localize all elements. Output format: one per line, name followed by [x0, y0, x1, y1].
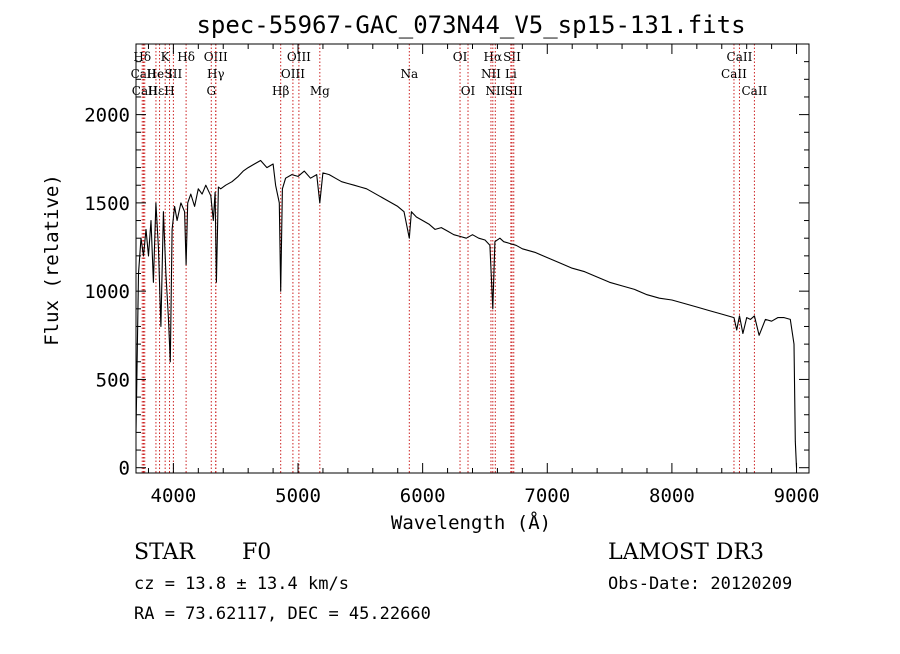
object-subclass: F0: [242, 540, 271, 565]
line-label-2: CaII: [132, 84, 158, 98]
x-axis-label: Wavelength (Å): [391, 511, 551, 534]
y-tick-label-2000: 2000: [84, 105, 130, 127]
line-label-8: Hδ: [177, 50, 195, 64]
line-label-19: Hα: [484, 50, 503, 64]
line-label-1: CaII: [131, 67, 157, 81]
x-tick-label-9000: 9000: [774, 485, 820, 507]
x-tick-label-8000: 8000: [649, 485, 695, 507]
line-label-21: NII: [485, 84, 505, 98]
line-label-10: Hγ: [207, 67, 225, 81]
y-axis-label: Flux (relative): [41, 174, 63, 346]
coordinates-text: RA = 73.62117, DEC = 45.22660: [134, 604, 431, 624]
line-label-20: NII: [481, 67, 501, 81]
axes: 4000 5000 6000 7000 8000 9000 0 500 1000 1500 2000: [84, 43, 820, 507]
chart-title: spec-55967-GAC_073N44_V5_sp15-131.fits: [196, 11, 745, 39]
x-tick-label-4000: 4000: [151, 485, 197, 507]
line-label-15: Mg: [310, 84, 330, 98]
line-label-25: CaII: [727, 50, 753, 64]
line-label-27: CaII: [741, 84, 767, 98]
line-label-14: OIII: [281, 67, 305, 81]
line-label-26: CaII: [721, 67, 747, 81]
object-class: STAR: [134, 540, 196, 565]
redshift-text: cz = 13.8 ± 13.4 km/s: [134, 574, 349, 594]
y-tick-label-1500: 1500: [84, 193, 130, 215]
y-tick-label-0: 0: [119, 458, 130, 480]
y-tick-label-1000: 1000: [84, 281, 130, 303]
survey-name: LAMOST DR3: [608, 540, 764, 565]
x-tick-label-5000: 5000: [275, 485, 321, 507]
line-label-11: G: [206, 84, 216, 98]
line-label-22: SII: [503, 50, 521, 64]
line-label-4: He I: [146, 67, 172, 81]
line-label-16: Na: [400, 67, 418, 81]
line-label-0: Hδ: [133, 50, 151, 64]
line-label-7: H: [164, 84, 174, 98]
line-label-6: SII: [165, 67, 183, 81]
line-label-23: Li: [505, 67, 517, 81]
line-label-5: Hε: [148, 84, 165, 98]
plot-frame: [135, 43, 810, 474]
line-label-12: Hβ: [272, 84, 289, 98]
line-label-3: K: [161, 50, 171, 64]
line-label-18: OI: [461, 84, 476, 98]
y-tick-label-500: 500: [96, 369, 130, 391]
line-label-17: OI: [453, 50, 468, 64]
series-layer: [135, 159, 798, 468]
x-tick-label-6000: 6000: [400, 485, 446, 507]
line-label-24: SII: [505, 84, 523, 98]
line-label-13: OIII: [287, 50, 311, 64]
series-line-flux: [135, 159, 798, 468]
x-tick-label-7000: 7000: [524, 485, 570, 507]
line-label-9: OIII: [204, 50, 228, 64]
obs-date: Obs-Date: 20120209: [608, 574, 792, 594]
